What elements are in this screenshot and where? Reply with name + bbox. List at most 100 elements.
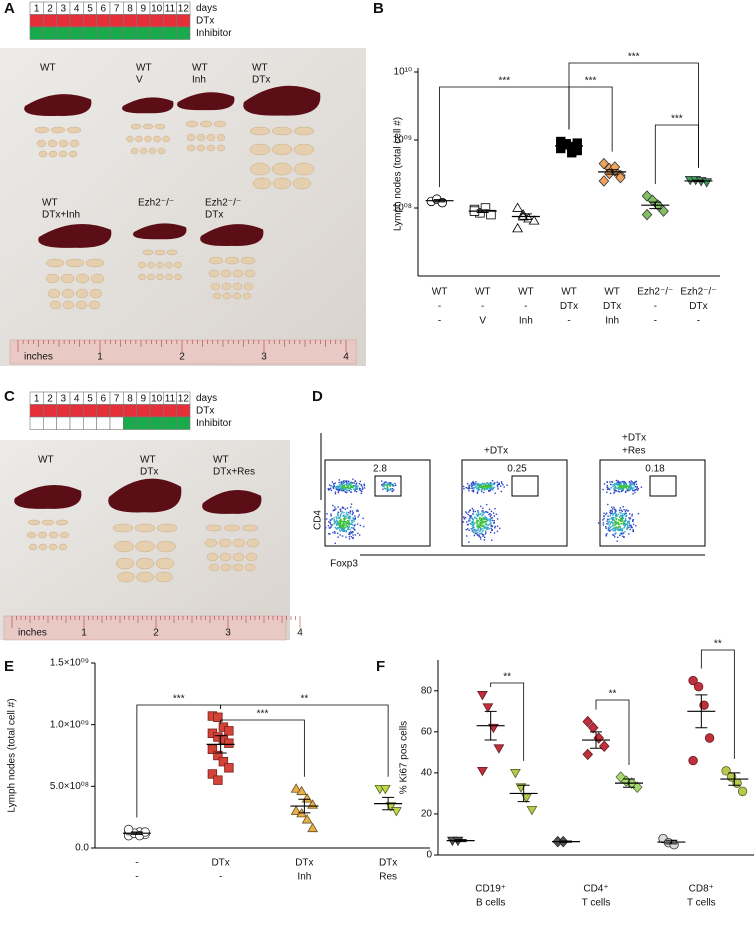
flow-event [330,515,332,517]
lymph-node [138,273,146,281]
flow-event [340,512,343,514]
flow-event [462,485,465,488]
error-bar [695,694,708,729]
flow-event [384,487,386,489]
day-number: 1 [34,3,40,14]
flow-event [629,528,631,531]
data-point [296,785,308,796]
ruler-mark: 4 [343,352,349,363]
flow-event [468,486,470,488]
x-tick-label: - [524,301,527,312]
flow-event [496,525,499,527]
flow-event [480,485,483,488]
panel-label: C [4,388,15,405]
flow-event [363,484,366,487]
flow-event [628,523,631,525]
lymph-node [185,120,199,128]
flow-event [348,515,351,518]
flow-event [347,516,349,518]
flow-event [341,484,343,487]
flow-event [480,519,482,522]
lymph-node [61,288,75,299]
flow-event [480,529,482,531]
data-point [556,143,566,154]
flow-event [338,487,340,490]
flow-event [500,490,503,493]
flow-event [472,489,475,492]
flow-event [620,517,622,519]
flow-event [630,482,632,485]
flow-event [629,485,632,487]
flow-event [353,528,355,531]
flow-event [483,483,486,485]
flow-event [479,520,481,522]
flow-event [356,487,358,489]
gate-frequency: 0.25 [507,464,527,475]
flow-event [472,521,474,523]
treatment-cell [176,416,191,430]
x-tick-label: - [481,301,484,312]
flow-event [349,528,351,531]
flow-event [394,484,397,486]
row-label: DTx [196,15,214,26]
flow-event [339,484,341,486]
lymph-node [166,249,178,256]
flow-event [609,523,611,525]
lymph-node [223,524,241,532]
flow-event [340,524,342,527]
flow-event [485,530,487,532]
treatment-cell [69,14,84,28]
flow-event [359,480,362,483]
flow-event [609,530,611,532]
treatment-cell [123,26,137,40]
data-point [526,806,538,816]
flow-event [481,488,484,490]
flow-event [602,522,605,524]
flow-event [385,484,387,486]
flow-event [356,523,359,525]
flow-event [487,486,489,488]
flow-event [609,481,611,483]
flow-event [623,508,625,511]
flow-event [345,536,347,538]
y-tick-label: 10¹⁰ [394,67,412,78]
day-number: 5 [87,393,93,404]
flow-event [488,482,490,485]
flow-event [477,511,480,513]
flow-event [625,490,627,493]
flow-event [631,488,634,490]
treatment-cell [176,14,191,28]
flow-event [381,480,383,482]
flow-event [605,527,607,529]
flow-event [389,485,391,487]
flow-event [341,535,344,537]
flow-event [635,525,637,527]
error-bar [433,199,446,203]
day-number: 9 [141,3,147,14]
flow-event [622,486,624,488]
flow-event [474,510,477,513]
flow-event [392,485,394,487]
flow-event [614,524,616,526]
flow-event [479,521,481,524]
flow-event [343,527,345,530]
flow-event [490,517,492,519]
flow-event [336,532,339,535]
flow-event [490,525,493,527]
flow-event [337,511,340,514]
flow-event [614,523,616,526]
flow-event [326,513,328,515]
y-tick-label: 10⁰⁸ [393,203,412,214]
flow-event [628,489,630,491]
flow-event [482,513,485,516]
lymph-node [37,531,48,539]
ruler [3,615,287,641]
flow-event [629,488,632,491]
flow-event [483,539,486,541]
day-number: 8 [127,393,133,404]
lymph-node [62,300,75,310]
flow-event [478,485,480,487]
flow-event [491,519,494,522]
lymph-node [49,300,62,310]
ruler-mark: 1 [81,628,87,639]
